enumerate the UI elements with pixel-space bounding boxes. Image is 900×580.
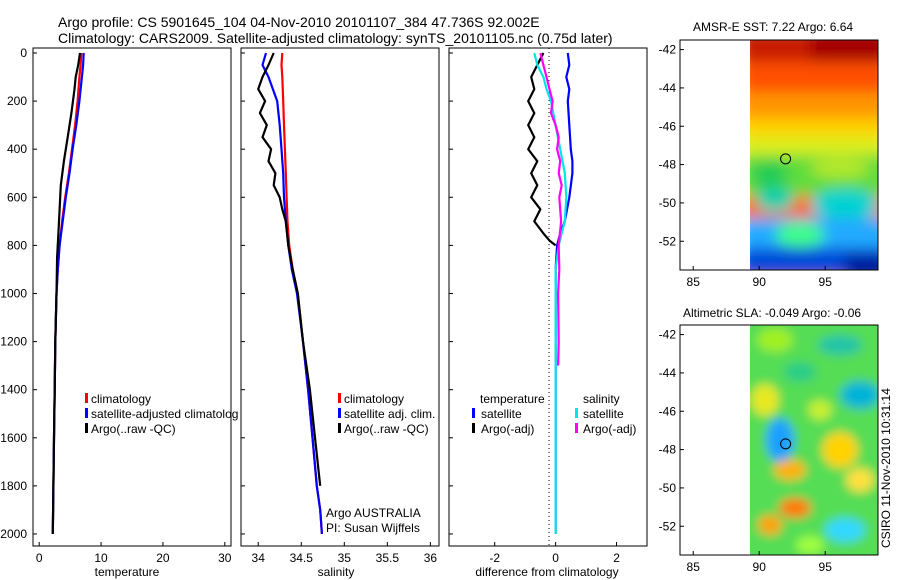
x-tick-label: 0 — [36, 551, 43, 565]
depth-tick-label: 400 — [7, 142, 27, 156]
sst-map-axes — [679, 39, 879, 271]
x-tick-label: 35 — [338, 551, 352, 565]
x-tick-label: 10 — [94, 551, 108, 565]
lat-tick-label: -44 — [659, 81, 677, 95]
legend-label-sal-satellite: satellite — [583, 407, 624, 421]
x-tick-label: 2 — [613, 551, 620, 565]
x-tick-label: 36 — [424, 551, 438, 565]
depth-tick-label: 800 — [7, 238, 27, 252]
series-salinity-argo-raw-qc- — [257, 52, 322, 487]
salinity-axes — [240, 47, 440, 547]
lat-tick-label: -42 — [659, 328, 677, 342]
lon-tick-label: 90 — [753, 560, 767, 574]
legend-header-temperature: temperature — [480, 392, 545, 406]
temperature-legend: climatology satellite-adjusted climatolo… — [85, 392, 238, 436]
lat-tick-label: -52 — [659, 234, 677, 248]
depth-tick-label: 200 — [7, 94, 27, 108]
lat-tick-label: -52 — [659, 519, 677, 533]
depth-tick-label: 1800 — [0, 479, 27, 493]
legend-swatch-climatology — [85, 393, 88, 403]
series-salinity-satellite-adj-clim- — [261, 52, 323, 535]
sla-map-title: Altimetric SLA: -0.049 Argo: -0.06 — [683, 306, 861, 320]
map-tick-group: -42 -44 -46 -48 -50 -52 85 90 95 -42 -44 -46 -48 -50 -… — [659, 43, 833, 574]
lat-tick-label: -50 — [659, 196, 677, 210]
legend-label-satellite-adjusted: satellite-adjusted climatolog — [91, 407, 238, 421]
series-difference-salinity-satellite — [533, 52, 568, 534]
temperature-axes — [32, 47, 232, 547]
depth-tick-label: 1400 — [0, 383, 27, 397]
legend-swatch-satellite-adj — [338, 408, 341, 418]
legend-label-argo: Argo(..raw -QC) — [344, 422, 429, 436]
lon-tick-label: 85 — [687, 275, 701, 289]
difference-axes — [448, 47, 648, 547]
x-tick-label: 34 — [252, 551, 266, 565]
argo-location-marker-sla — [780, 438, 792, 450]
sla-map-image — [750, 325, 878, 555]
x-tick-label: 30 — [218, 551, 232, 565]
x-tick-label: -2 — [489, 551, 500, 565]
lat-tick-label: -50 — [659, 481, 677, 495]
lat-tick-label: -44 — [659, 366, 677, 380]
depth-tick-label: 1000 — [0, 286, 27, 300]
legend-swatch-argo — [338, 423, 341, 433]
x-tick-label: 20 — [156, 551, 170, 565]
lat-tick-label: -48 — [659, 158, 677, 172]
sst-map-title: AMSR-E SST: 7.22 Argo: 6.64 — [693, 20, 853, 34]
lon-tick-label: 95 — [819, 275, 833, 289]
series-temperature-argo-raw-qc- — [51, 52, 82, 535]
legend-label-climatology: climatology — [91, 392, 151, 406]
legend-swatch-sal-argo — [575, 423, 578, 433]
lat-tick-label: -48 — [659, 443, 677, 457]
figure-title-line2: Climatology: CARS2009. Satellite-adjuste… — [58, 30, 613, 46]
lon-tick-label: 95 — [819, 560, 833, 574]
lat-tick-label: -42 — [659, 43, 677, 57]
salinity-legend: climatology satellite adj. clim. Argo(..… — [326, 392, 435, 535]
x-tick-label: 0 — [552, 551, 559, 565]
sst-map-image — [750, 40, 878, 270]
legend-swatch-satellite-adjusted — [85, 408, 88, 418]
series-salinity-climatology — [280, 52, 323, 535]
depth-tick-label: 1200 — [0, 335, 27, 349]
depth-tick-label: 2000 — [0, 527, 27, 541]
series-difference-temperature-argo-adj- — [527, 52, 557, 247]
depth-tick-label: 600 — [7, 190, 27, 204]
lon-tick-label: 90 — [753, 275, 767, 289]
figure-title-line1: Argo profile: CS 5901645_104 04-Nov-2010… — [58, 14, 540, 30]
depth-tick-label: 1600 — [0, 431, 27, 445]
lat-tick-label: -46 — [659, 404, 677, 418]
series-group — [51, 52, 574, 535]
legend-label-climatology: climatology — [344, 392, 404, 406]
source-institution: Argo AUSTRALIA — [326, 506, 421, 520]
depth-tick-label: 0 — [20, 46, 27, 60]
principal-investigator: PI: Susan Wijffels — [326, 521, 420, 535]
legend-label-satellite-adj: satellite adj. clim. — [344, 407, 435, 421]
generation-stamp: CSIRO 11-Nov-2010 10:31:14 — [879, 388, 893, 548]
salinity-xlabel: salinity — [318, 565, 355, 579]
lon-tick-label: 85 — [687, 560, 701, 574]
legend-swatch-argo — [85, 423, 88, 433]
series-difference-salinity-argo-adj- — [539, 52, 563, 366]
legend-label-temp-argo: Argo(-adj) — [481, 422, 534, 436]
legend-label-argo: Argo(..raw -QC) — [91, 422, 176, 436]
temperature-xlabel: temperature — [95, 565, 160, 579]
legend-swatch-sal-satellite — [575, 408, 578, 418]
legend-swatch-climatology — [338, 393, 341, 403]
argo-location-marker-sst — [780, 153, 792, 165]
legend-label-sal-argo: Argo(-adj) — [583, 422, 636, 436]
difference-legend: temperature salinity satellite Argo(-adj… — [472, 392, 636, 436]
legend-header-salinity: salinity — [583, 392, 620, 406]
lat-tick-label: -46 — [659, 119, 677, 133]
sla-map-axes — [679, 324, 879, 556]
x-tick-label: 34.5 — [290, 551, 314, 565]
legend-swatch-temp-argo — [472, 423, 475, 433]
legend-label-temp-satellite: satellite — [481, 407, 522, 421]
legend-swatch-temp-satellite — [472, 408, 475, 418]
difference-xlabel: difference from climatology — [475, 565, 618, 579]
x-tick-label: 35.5 — [376, 551, 400, 565]
